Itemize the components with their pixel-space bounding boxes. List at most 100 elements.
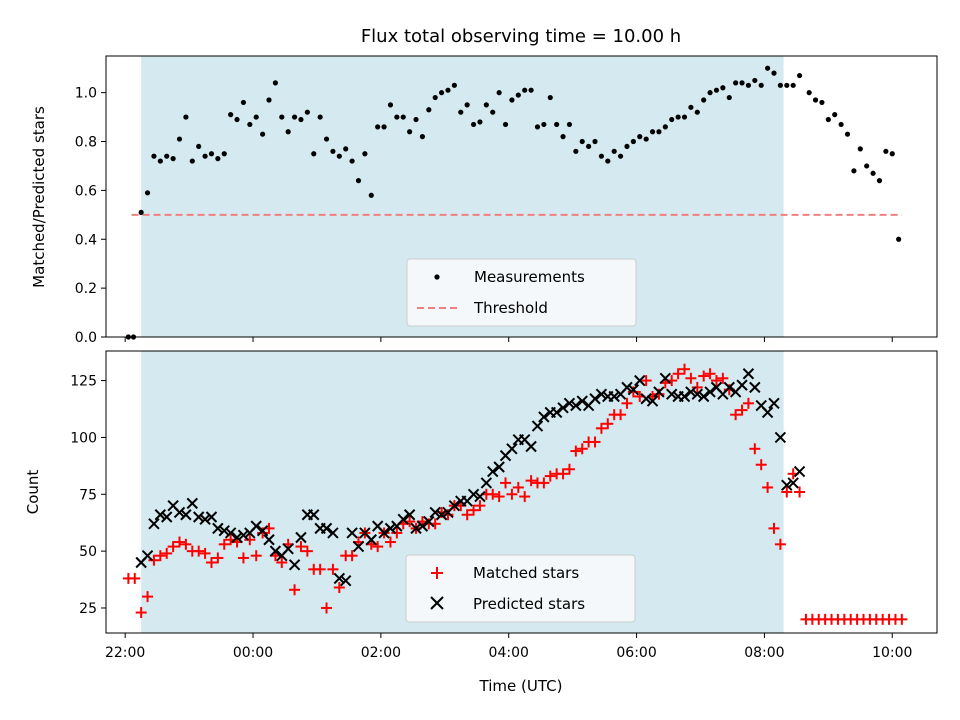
predicted-star-point	[685, 386, 697, 398]
predicted-star-point	[736, 379, 748, 391]
measurement-point	[752, 77, 758, 84]
measurement-point	[285, 129, 291, 135]
measurement-point	[483, 102, 489, 108]
bottom-legend-box	[405, 554, 636, 623]
legend-matched-label: Matched stars	[473, 564, 579, 582]
measurement-point	[496, 90, 502, 96]
measurement-point	[605, 158, 611, 164]
measurement-point	[592, 138, 598, 145]
matched-star-point	[314, 563, 326, 575]
top-y-tick-label: 0.8	[75, 135, 97, 151]
measurement-point	[522, 87, 528, 93]
predicted-star-point	[621, 381, 633, 394]
matched-star-point	[672, 368, 684, 380]
matched-star-point	[142, 591, 154, 603]
measurement-point	[547, 94, 553, 101]
measurement-point	[758, 82, 764, 88]
top-y-tick-label: 0.4	[75, 232, 97, 248]
measurement-point	[298, 116, 304, 123]
measurement-point	[330, 148, 336, 154]
matched-star-point	[685, 372, 697, 384]
matched-star-point	[327, 563, 339, 575]
predicted-star-point	[250, 520, 262, 532]
matched-star-point	[544, 470, 556, 482]
predicted-star-point	[742, 368, 755, 380]
bottom-y-tick-label: 50	[79, 544, 97, 560]
measurement-point	[838, 121, 844, 128]
predicted-star-point	[288, 559, 301, 571]
measurement-point	[896, 236, 902, 242]
matched-star-point	[710, 375, 722, 387]
measurement-point	[739, 80, 745, 86]
measurement-point	[387, 102, 394, 108]
measurement-point	[771, 70, 777, 76]
top-legend-box	[406, 258, 637, 327]
y-axis-label-count: Count	[24, 470, 42, 515]
measurement-point	[362, 151, 368, 157]
measurement-point	[279, 114, 285, 120]
measurement-point	[707, 90, 713, 96]
predicted-star-point	[295, 531, 307, 544]
matched-star-point	[250, 550, 262, 562]
measurement-point	[745, 82, 752, 88]
bottom-axes-frame	[105, 350, 938, 634]
predicted-star-point	[768, 397, 780, 410]
predicted-star-point	[480, 477, 493, 489]
predicted-star-point	[487, 465, 499, 478]
measurement-point	[870, 170, 876, 176]
predicted-star-point	[429, 506, 441, 519]
predicted-star-point	[749, 381, 761, 394]
bottom-y-tick-label: 75	[79, 487, 97, 503]
predicted-star-point	[327, 527, 339, 539]
measurement-point	[713, 87, 720, 93]
top-y-axis-label: Matched/Predicted stars	[30, 106, 48, 288]
measurement-point	[541, 121, 547, 128]
predicted-star-point	[646, 395, 659, 407]
measurement-point	[234, 116, 240, 123]
predicted-star-point	[231, 531, 243, 544]
matched-star-point	[154, 550, 166, 562]
matched-star-point	[717, 372, 729, 384]
measurement-point	[611, 148, 617, 154]
predicted-star-point	[352, 540, 365, 553]
matched-star-point	[333, 582, 345, 594]
measurement-point	[528, 87, 534, 93]
measurement-point	[336, 153, 342, 159]
top-y-tick-label: 0.6	[75, 183, 97, 199]
predicted-star-point	[423, 515, 435, 528]
predicted-star-point	[538, 411, 550, 423]
top-panel: 0.0 0.2 0.4 0.6 0.8 1.0 Matched/Predicted sta…	[30, 55, 938, 346]
predicted-star-point	[640, 393, 652, 405]
measurement-point	[151, 153, 157, 159]
matched-star-point	[768, 522, 780, 534]
measurement-point	[202, 153, 208, 159]
predicted-star-point	[697, 390, 710, 403]
measurement-point	[458, 109, 464, 115]
matched-star-point	[615, 409, 627, 421]
measurement-point	[832, 112, 838, 118]
matched-star-point	[384, 536, 396, 548]
matched-star-point	[468, 504, 480, 516]
top-y-ticks: 0.0 0.2 0.4 0.6 0.8 1.0	[75, 86, 106, 346]
matched-star-point	[487, 488, 499, 500]
measurement-point	[701, 97, 707, 103]
matched-stars-points	[122, 363, 908, 625]
measurement-point	[573, 148, 579, 154]
measurement-point	[515, 92, 521, 98]
measurement-point	[407, 129, 413, 135]
predicted-star-point	[141, 549, 154, 562]
matched-star-point	[276, 557, 288, 568]
matched-star-point	[704, 368, 716, 380]
measurement-point	[176, 136, 183, 142]
measurement-point	[228, 112, 234, 118]
x-tick-label: 10:00	[872, 645, 912, 661]
measurement-point	[844, 131, 851, 137]
measurement-point	[662, 124, 668, 130]
matched-star-point	[691, 381, 703, 393]
measurement-point	[247, 121, 253, 128]
predicted-star-point	[308, 509, 320, 521]
predicted-star-point	[205, 511, 218, 523]
measurement-point	[215, 156, 221, 162]
measurement-point	[445, 87, 451, 93]
legend-predicted-label: Predicted stars	[473, 595, 585, 613]
